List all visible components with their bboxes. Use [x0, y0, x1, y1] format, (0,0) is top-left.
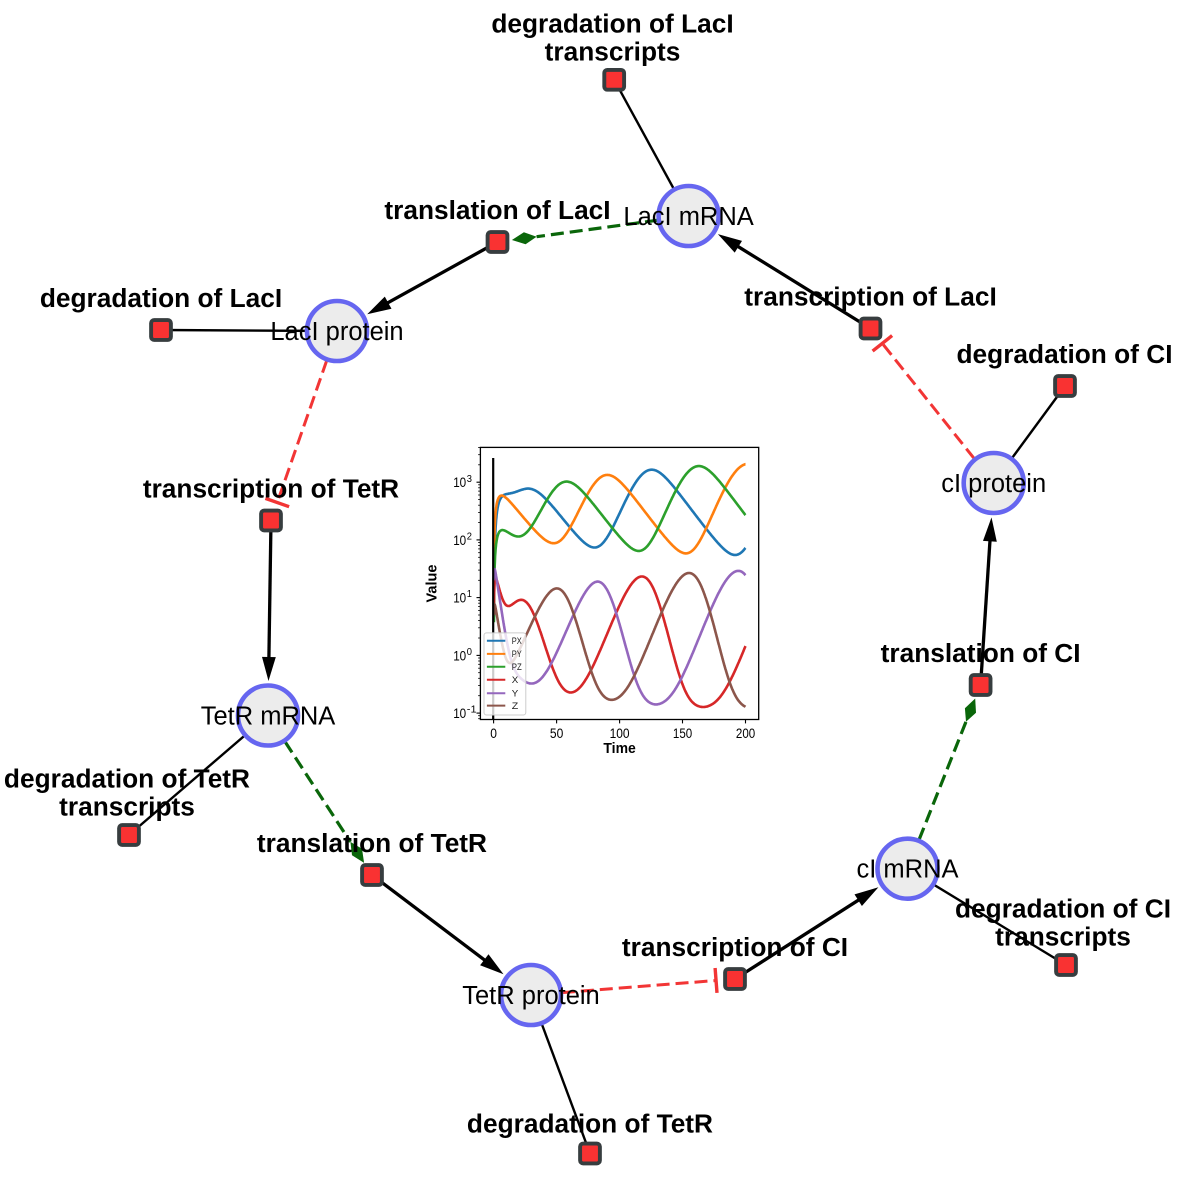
svg-text:100: 100: [610, 726, 630, 741]
svg-text:10: 10: [453, 475, 466, 490]
svg-text:-1: -1: [467, 705, 477, 716]
svg-text:degradation of LacI: degradation of LacI: [491, 10, 733, 38]
svg-text:10: 10: [453, 648, 466, 663]
svg-text:X: X: [512, 675, 519, 685]
svg-text:degradation of TetR: degradation of TetR: [467, 1111, 713, 1139]
svg-text:transcripts: transcripts: [545, 38, 681, 66]
svg-text:degradation of CI: degradation of CI: [955, 896, 1171, 924]
svg-text:degradation of LacI: degradation of LacI: [40, 285, 282, 313]
svg-text:transcripts: transcripts: [995, 924, 1131, 952]
svg-text:TetR protein: TetR protein: [462, 982, 600, 1010]
svg-text:degradation of TetR: degradation of TetR: [4, 766, 250, 794]
svg-text:transcription of LacI: transcription of LacI: [744, 284, 997, 312]
svg-text:LacI protein: LacI protein: [270, 318, 403, 346]
svg-text:translation of CI: translation of CI: [881, 640, 1081, 668]
svg-text:TetR mRNA: TetR mRNA: [201, 703, 336, 731]
svg-text:transcription of TetR: transcription of TetR: [143, 476, 399, 504]
svg-text:transcription of CI: transcription of CI: [622, 934, 848, 962]
svg-text:PY: PY: [512, 649, 522, 659]
svg-text:0: 0: [490, 726, 497, 741]
svg-text:translation of TetR: translation of TetR: [257, 830, 487, 858]
svg-text:Time: Time: [603, 741, 635, 757]
svg-text:cI protein: cI protein: [941, 470, 1046, 498]
svg-text:transcripts: transcripts: [59, 794, 195, 822]
svg-text:cI mRNA: cI mRNA: [857, 856, 959, 884]
svg-text:10: 10: [453, 706, 466, 721]
svg-text:200: 200: [736, 726, 756, 741]
svg-text:Z: Z: [512, 701, 519, 711]
svg-text:3: 3: [467, 474, 473, 485]
svg-text:1: 1: [467, 589, 473, 600]
svg-text:150: 150: [673, 726, 693, 741]
svg-text:translation of LacI: translation of LacI: [384, 197, 610, 225]
svg-text:Value: Value: [425, 565, 441, 603]
svg-text:PX: PX: [512, 636, 522, 646]
svg-text:PZ: PZ: [512, 662, 522, 672]
svg-text:0: 0: [467, 647, 473, 658]
svg-text:LacI mRNA: LacI mRNA: [623, 203, 753, 231]
svg-text:10: 10: [453, 533, 466, 548]
svg-text:50: 50: [550, 726, 564, 741]
svg-text:2: 2: [467, 532, 473, 543]
svg-text:10: 10: [453, 591, 466, 606]
svg-text:degradation of CI: degradation of CI: [957, 341, 1173, 369]
svg-text:Y: Y: [512, 689, 519, 699]
